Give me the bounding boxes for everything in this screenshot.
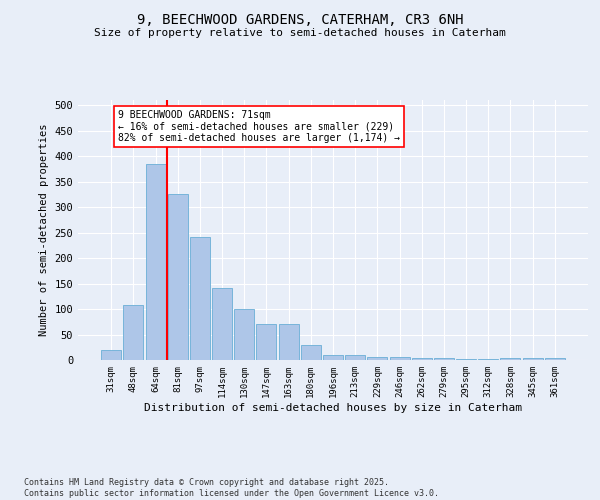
Text: 9, BEECHWOOD GARDENS, CATERHAM, CR3 6NH: 9, BEECHWOOD GARDENS, CATERHAM, CR3 6NH: [137, 12, 463, 26]
Bar: [434, 358, 454, 360]
Bar: [523, 358, 542, 360]
Bar: [256, 324, 277, 360]
Bar: [124, 306, 143, 360]
Bar: [389, 357, 410, 360]
Bar: [190, 237, 210, 360]
Bar: [367, 357, 388, 360]
X-axis label: Distribution of semi-detached houses by size in Caterham: Distribution of semi-detached houses by …: [144, 402, 522, 412]
Y-axis label: Number of semi-detached properties: Number of semi-detached properties: [39, 124, 49, 336]
Bar: [101, 350, 121, 360]
Bar: [234, 308, 254, 360]
Bar: [146, 164, 166, 360]
Text: 9 BEECHWOOD GARDENS: 71sqm
← 16% of semi-detached houses are smaller (229)
82% o: 9 BEECHWOOD GARDENS: 71sqm ← 16% of semi…: [118, 110, 400, 144]
Bar: [412, 358, 432, 360]
Bar: [545, 358, 565, 360]
Bar: [278, 324, 299, 360]
Bar: [323, 356, 343, 360]
Text: Contains HM Land Registry data © Crown copyright and database right 2025.
Contai: Contains HM Land Registry data © Crown c…: [24, 478, 439, 498]
Bar: [345, 356, 365, 360]
Text: Size of property relative to semi-detached houses in Caterham: Size of property relative to semi-detach…: [94, 28, 506, 38]
Bar: [168, 194, 188, 360]
Bar: [212, 288, 232, 360]
Bar: [500, 358, 520, 360]
Bar: [301, 344, 321, 360]
